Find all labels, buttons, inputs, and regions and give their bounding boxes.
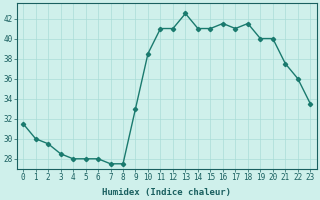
X-axis label: Humidex (Indice chaleur): Humidex (Indice chaleur) — [102, 188, 231, 197]
